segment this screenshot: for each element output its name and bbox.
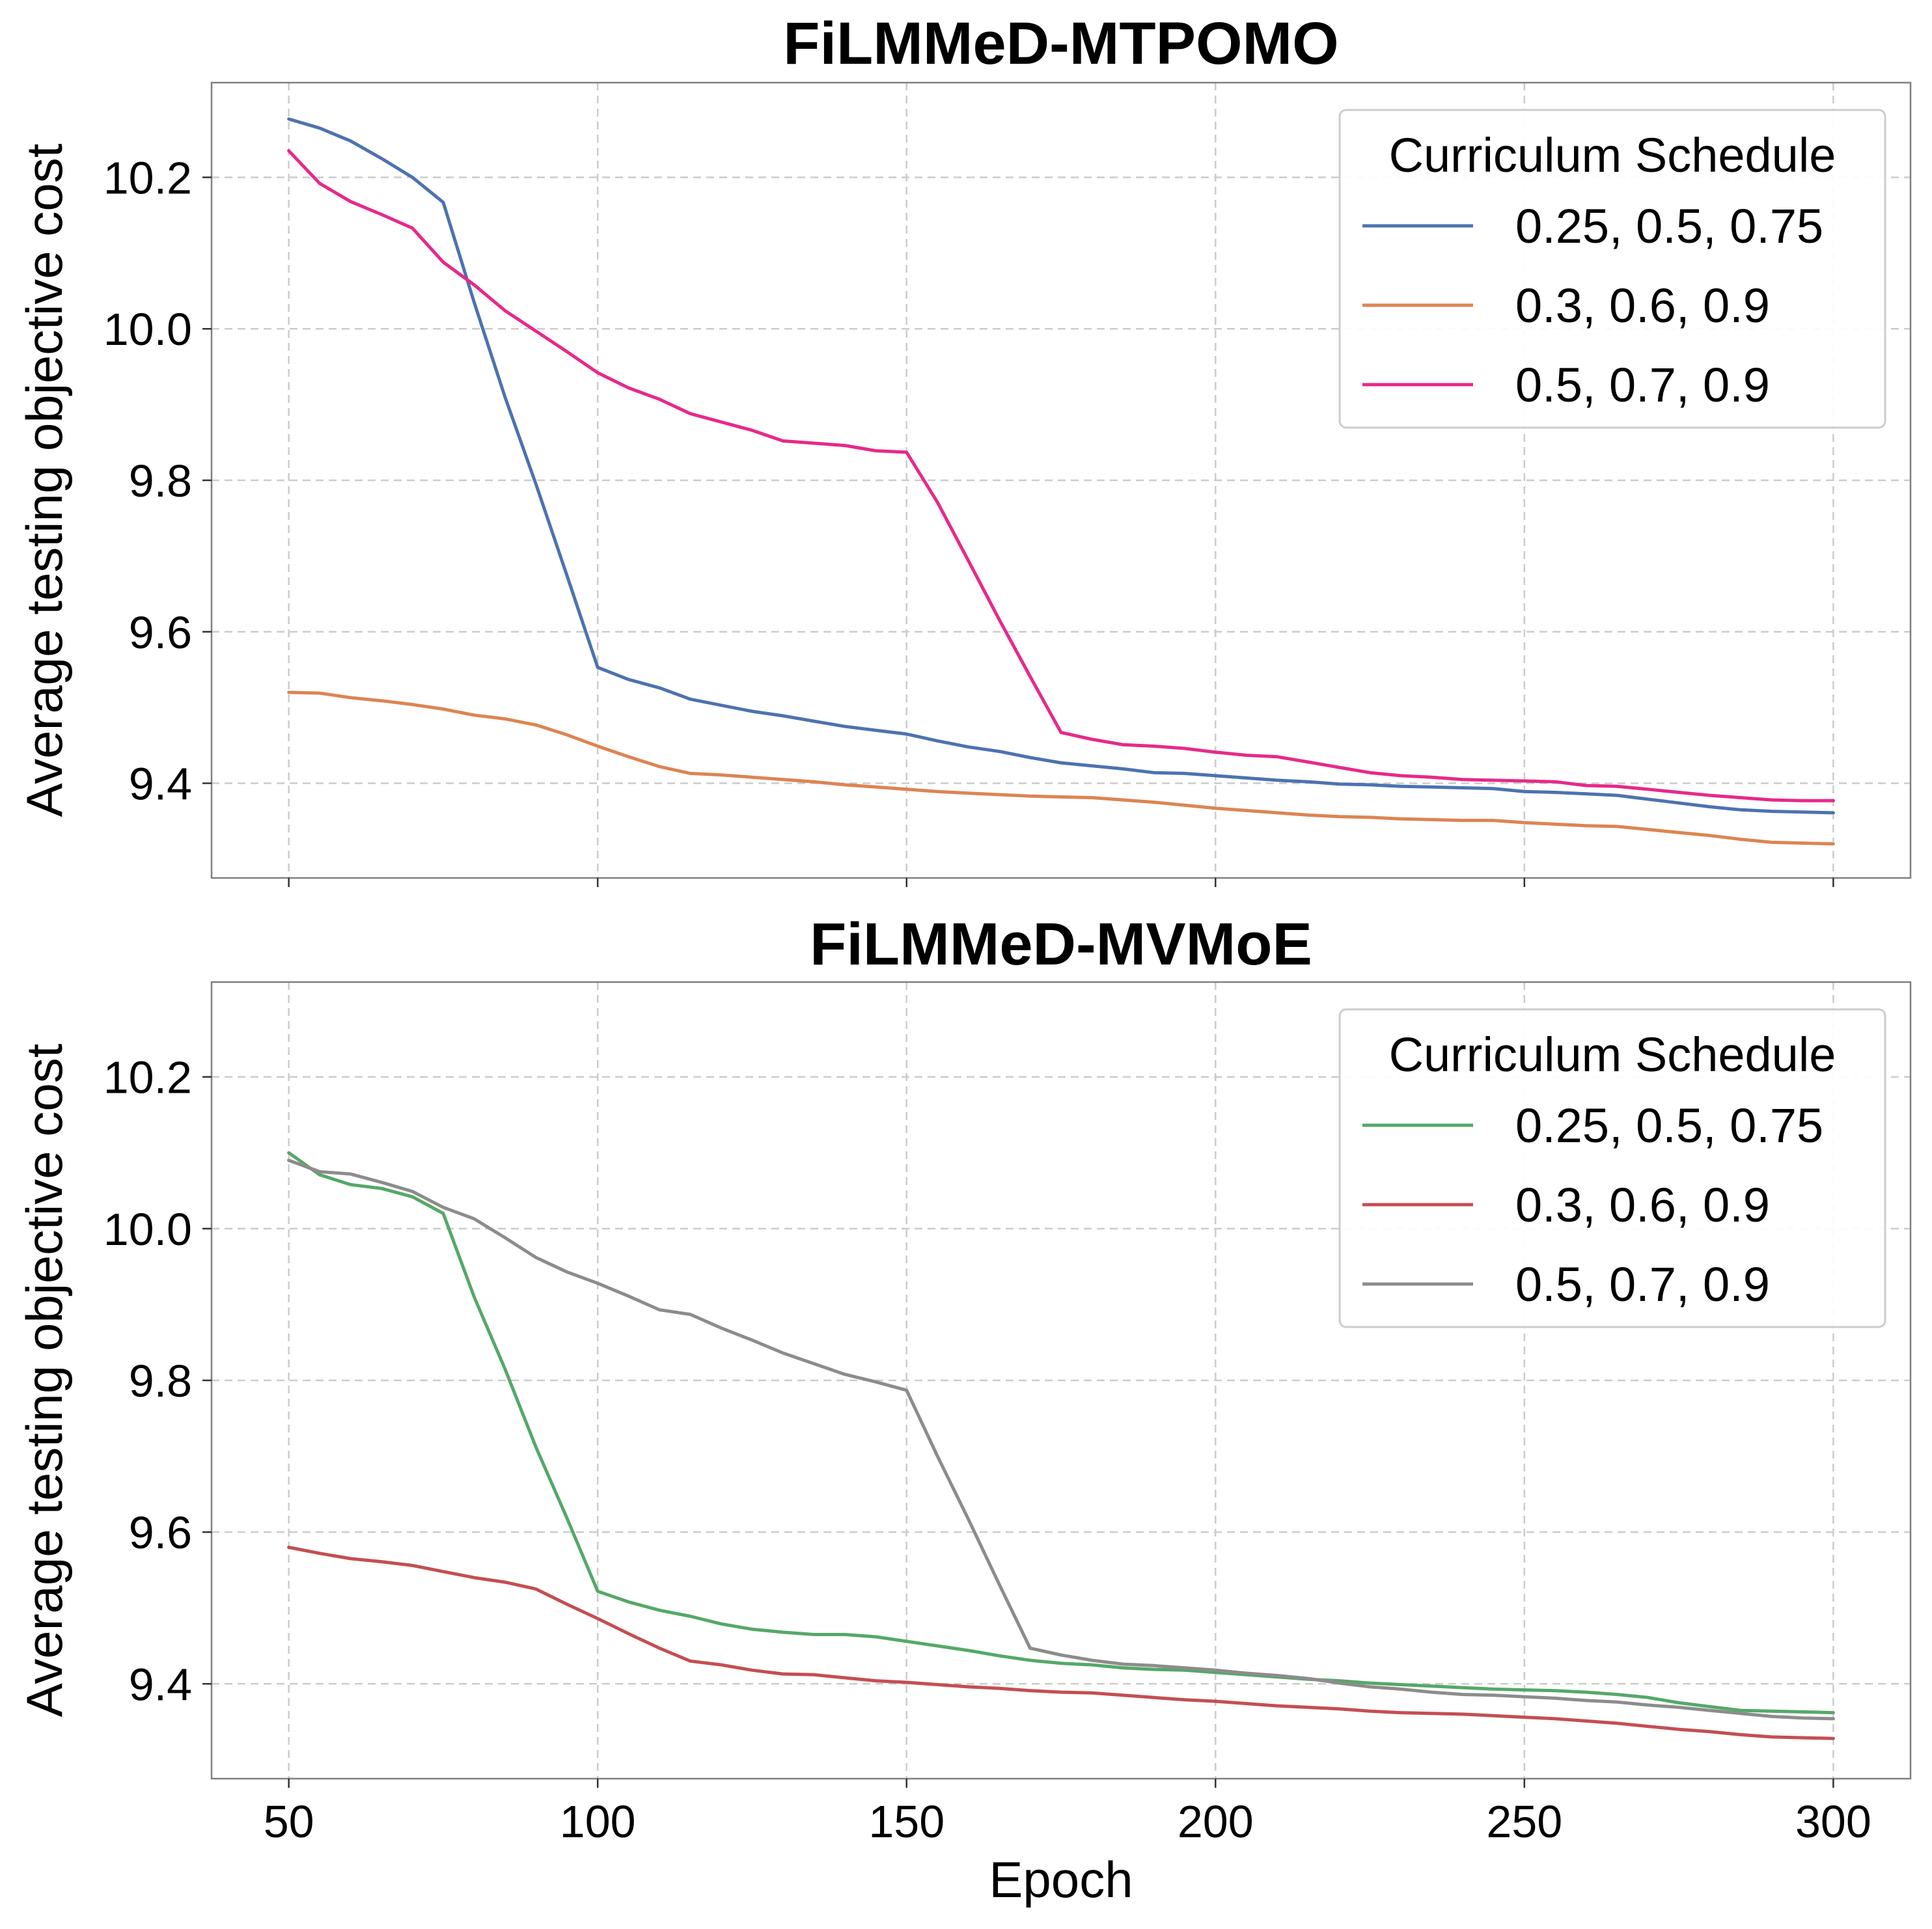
bottom-chart-x-tick-label: 100: [560, 1796, 636, 1847]
top-chart-legend-box: [1338, 109, 1886, 429]
top-chart-series-line-1: [287, 117, 1835, 815]
bottom-chart-series-line-1: [287, 1151, 1835, 1715]
bottom-chart-y-tick-label: 9.6: [129, 1507, 192, 1558]
bottom-chart-legend-label: 0.5, 0.7, 0.9: [1515, 1257, 1770, 1311]
bottom-chart-y-ticks: 9.4 9.6 9.8 10.0 10.2: [104, 1052, 212, 1710]
bottom-chart-series-line-2: [287, 1546, 1835, 1740]
top-chart-legend-label: 0.5, 0.7, 0.9: [1515, 358, 1770, 412]
bottom-chart-x-axis-label: Epoch: [989, 1851, 1133, 1908]
top-chart-title: FiLMMeD-MTPOMO: [783, 10, 1338, 77]
bottom-chart-x-tick-label: 300: [1795, 1796, 1871, 1847]
top-chart-y-tick-label: 10.0: [104, 304, 192, 355]
top-chart-y-axis-label: Average testing objective cost: [16, 143, 73, 817]
top-chart-y-ticks: 9.4 9.6 9.8 10.0 10.2: [104, 152, 212, 810]
top-chart-legend-label: 0.25, 0.5, 0.75: [1515, 199, 1823, 253]
bottom-chart-y-tick-label: 10.0: [104, 1204, 192, 1255]
top-chart-series-line-3: [287, 149, 1835, 802]
bottom-chart-legend-label: 0.3, 0.6, 0.9: [1515, 1178, 1770, 1232]
bottom-chart-y-tick-label: 9.8: [129, 1356, 192, 1406]
bottom-chart-x-ticks: 50 100 150 200 250 300: [264, 1779, 1871, 1847]
bottom-chart-y-tick-label: 9.4: [129, 1659, 192, 1710]
top-chart-x-ticks: [288, 878, 1834, 887]
bottom-chart-legend: Curriculum Schedule 0.25, 0.5, 0.75 0.3, 0…: [1338, 1008, 1886, 1328]
bottom-chart-x-tick-label: 150: [868, 1796, 945, 1847]
top-chart-y-tick-label: 10.2: [104, 152, 192, 203]
bottom-chart-legend-label: 0.25, 0.5, 0.75: [1515, 1099, 1823, 1153]
bottom-chart-title: FiLMMeD-MVMoE: [810, 911, 1312, 978]
top-chart-series: [287, 117, 1835, 846]
top-chart-y-tick-label: 9.4: [129, 759, 192, 810]
bottom-chart-series: [287, 1151, 1835, 1740]
bottom-chart-x-tick-label: 200: [1178, 1796, 1254, 1847]
bottom-chart-x-tick-label: 50: [264, 1796, 314, 1847]
top-chart-gridlines: [212, 83, 1911, 878]
bottom-chart-gridlines: [212, 982, 1911, 1779]
bottom-chart-x-tick-label: 250: [1486, 1796, 1562, 1847]
bottom-chart-legend-box: [1338, 1008, 1886, 1328]
top-chart-series-line-2: [287, 691, 1835, 846]
top-chart-legend-title: Curriculum Schedule: [1389, 128, 1836, 182]
top-chart-legend-label: 0.3, 0.6, 0.9: [1515, 279, 1770, 333]
bottom-chart-panel: FiLMMeD-MVMoE 9.4 9.6 9.8 10.0 10.2 50 100 150…: [16, 911, 1912, 1908]
bottom-chart-series-line-3: [287, 1158, 1835, 1721]
top-chart-y-tick-label: 9.6: [129, 607, 192, 658]
top-chart-y-tick-label: 9.8: [129, 456, 192, 506]
bottom-chart-legend-title: Curriculum Schedule: [1389, 1028, 1836, 1082]
bottom-chart-y-axis-label: Average testing objective cost: [16, 1043, 73, 1717]
top-chart-panel: FiLMMeD-MTPOMO 9.4 9.6 9.8 10.0 10.2 Average…: [16, 10, 1912, 887]
bottom-chart-y-tick-label: 10.2: [104, 1052, 192, 1103]
top-chart-legend: Curriculum Schedule 0.25, 0.5, 0.75 0.3, 0…: [1338, 109, 1886, 429]
